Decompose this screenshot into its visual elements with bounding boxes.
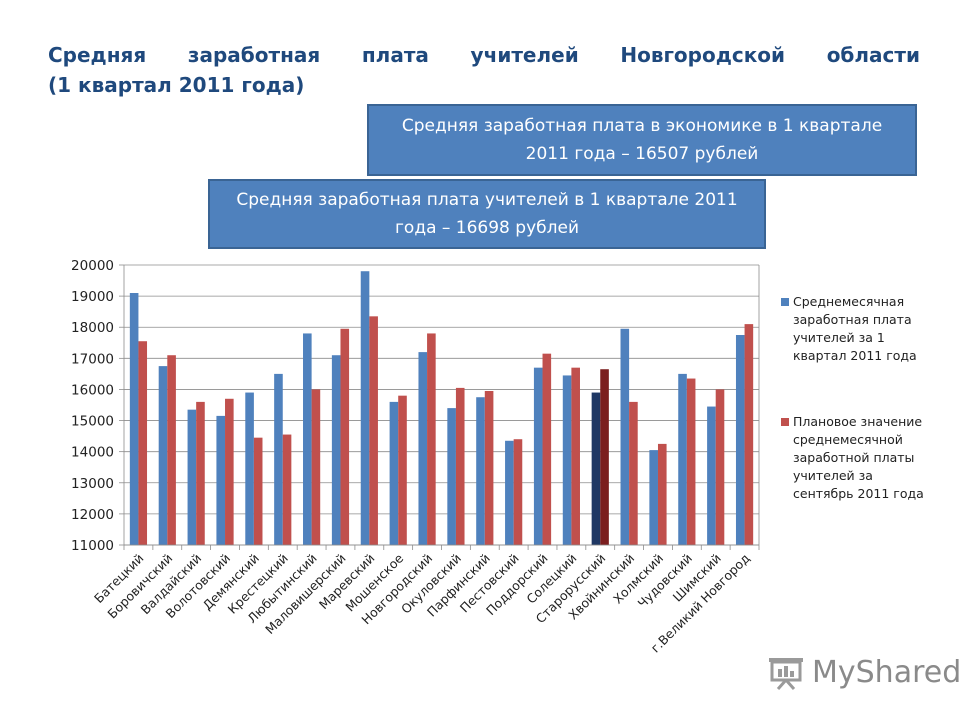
bar-series-2 bbox=[282, 434, 292, 545]
bar-series-2 bbox=[600, 369, 609, 545]
bar-series-2 bbox=[167, 355, 176, 545]
bar-series-1 bbox=[129, 293, 139, 545]
bar-series-2 bbox=[513, 439, 523, 545]
bar-series-2 bbox=[340, 328, 350, 545]
y-tick-label: 17000 bbox=[71, 351, 114, 367]
bar-series-2 bbox=[455, 387, 465, 545]
legend-entry-series-1: Среднемесячная заработная плата учителей… bbox=[781, 293, 931, 365]
bar-series-1 bbox=[418, 352, 428, 545]
y-tick-label: 13000 bbox=[71, 476, 114, 492]
bar-series-1 bbox=[562, 375, 572, 545]
title-word: Средняя bbox=[48, 43, 147, 67]
y-tick-label: 14000 bbox=[71, 445, 114, 461]
y-tick-label: 20000 bbox=[71, 258, 114, 274]
bar-series-2 bbox=[686, 378, 696, 545]
bar-series-1 bbox=[476, 397, 485, 545]
y-tick-label: 19000 bbox=[71, 289, 114, 305]
bar-series-2 bbox=[398, 395, 407, 545]
title-word: Новгородской bbox=[620, 43, 786, 67]
y-tick-label: 18000 bbox=[71, 320, 114, 336]
bar-series-2 bbox=[542, 353, 552, 545]
bar-series-2 bbox=[138, 341, 148, 545]
bar-series-1 bbox=[389, 401, 399, 545]
logo-text: MyShared bbox=[812, 655, 960, 690]
title-word: заработная bbox=[187, 43, 321, 67]
bar-series-1 bbox=[447, 408, 456, 545]
bar-series-1 bbox=[649, 450, 658, 545]
legend-label-series-1: Среднемесячная заработная плата учителей… bbox=[793, 294, 917, 363]
bar-series-1 bbox=[591, 392, 601, 545]
economy-salary-callout: Средняя заработная плата в экономике в 1… bbox=[367, 104, 917, 176]
bar-series-2 bbox=[657, 443, 667, 545]
bar-series-2 bbox=[571, 367, 580, 545]
bar-series-2 bbox=[427, 333, 436, 545]
teacher-salary-callout: Средняя заработная плата учителей в 1 кв… bbox=[208, 179, 766, 249]
y-tick-label: 11000 bbox=[71, 538, 114, 554]
y-tick-label: 16000 bbox=[71, 382, 114, 398]
title-line-2: (1 квартал 2011 года) bbox=[48, 73, 305, 97]
legend-swatch-series-2 bbox=[781, 418, 789, 426]
bar-series-1 bbox=[331, 355, 341, 545]
y-tick-label: 15000 bbox=[71, 414, 114, 430]
y-tick-label: 12000 bbox=[71, 507, 114, 523]
bar-series-1 bbox=[303, 333, 312, 545]
bar-series-2 bbox=[629, 401, 638, 545]
bar-series-1 bbox=[735, 335, 745, 545]
title-line-1: Средняя заработная плата учителей Новгор… bbox=[48, 40, 920, 70]
bar-series-2 bbox=[225, 398, 234, 545]
bar-series-1 bbox=[707, 406, 716, 545]
bar-series-1 bbox=[678, 373, 687, 545]
bar-series-1 bbox=[216, 415, 226, 545]
bar-series-2 bbox=[253, 437, 263, 545]
bar-series-2 bbox=[196, 401, 205, 545]
title-word: плата bbox=[361, 43, 429, 67]
legend-entry-series-2: Плановое значение среднемесячной заработ… bbox=[781, 413, 931, 503]
title-word: учителей bbox=[470, 43, 579, 67]
bar-series-1 bbox=[187, 409, 197, 545]
bar-series-2 bbox=[369, 316, 378, 545]
bar-series-1 bbox=[158, 366, 168, 545]
teacher-salary-text: Средняя заработная плата учителей в 1 кв… bbox=[236, 190, 738, 238]
bar-series-1 bbox=[505, 440, 514, 545]
legend-swatch-series-1 bbox=[781, 298, 789, 306]
bar-series-1 bbox=[360, 271, 370, 545]
legend-label-series-2: Плановое значение среднемесячной заработ… bbox=[793, 414, 924, 501]
bar-series-2 bbox=[744, 324, 754, 545]
bar-series-1 bbox=[620, 328, 630, 545]
myshared-logo: MyShared bbox=[766, 655, 960, 690]
bar-series-1 bbox=[245, 392, 254, 545]
presentation-board-icon bbox=[769, 657, 803, 690]
page-title: Средняя заработная плата учителей Новгор… bbox=[48, 40, 920, 100]
bar-series-2 bbox=[484, 391, 494, 545]
bar-series-1 bbox=[274, 373, 283, 545]
bar-series-2 bbox=[311, 389, 321, 545]
bar-series-1 bbox=[533, 367, 543, 545]
economy-salary-text: Средняя заработная плата в экономике в 1… bbox=[401, 116, 883, 164]
title-word: области bbox=[826, 43, 920, 67]
bar-series-2 bbox=[715, 389, 725, 545]
